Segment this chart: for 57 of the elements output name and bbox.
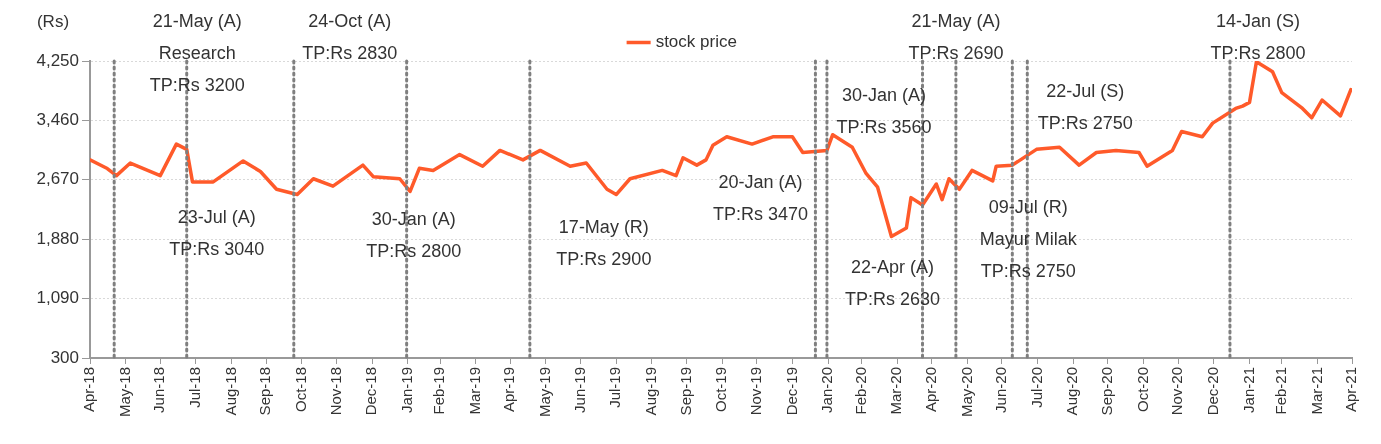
y-tick-label: 1,880 xyxy=(36,228,79,248)
x-tick-label: Apr-18 xyxy=(80,367,98,413)
x-tick-label: Jun-19 xyxy=(570,367,588,413)
x-tick-label: Jul-18 xyxy=(186,367,204,408)
x-tick-label: May-20 xyxy=(957,367,975,418)
x-tick-label: Oct-18 xyxy=(292,367,310,413)
ref-line-label: 14-Jan (S) TP:Rs 2800 xyxy=(1210,10,1306,63)
ref-line-label: 24-Oct (A) TP:Rs 2830 xyxy=(302,10,398,63)
y-tick-label: 300 xyxy=(50,347,79,367)
ref-line-label: 17-May (R) TP:Rs 2900 xyxy=(556,216,652,269)
x-tick-label: Jun-20 xyxy=(992,367,1010,413)
ref-line-label: 30-Jan (A) TP:Rs 2800 xyxy=(366,208,462,261)
x-tick-label: Jan-19 xyxy=(397,367,415,413)
ref-line-label: 21-May (A) Research TP:Rs 3200 xyxy=(149,10,245,95)
x-tick-label: Sep-18 xyxy=(256,367,274,416)
x-tick-label: Mar-21 xyxy=(1307,367,1325,415)
x-tick-label: Dec-20 xyxy=(1203,367,1221,416)
x-tick-label: Feb-20 xyxy=(851,367,869,415)
x-tick-label: Dec-18 xyxy=(362,367,380,416)
ref-line-label: 23-Jul (A) TP:Rs 3040 xyxy=(169,206,265,259)
x-tick-label: Mar-20 xyxy=(887,367,905,415)
legend-label: stock price xyxy=(655,32,737,52)
ref-line-label: 20-Jan (A) TP:Rs 3470 xyxy=(712,171,808,224)
y-axis-title: (Rs) xyxy=(36,11,70,31)
x-tick-label: Nov-18 xyxy=(326,367,344,416)
y-tick-label: 4,250 xyxy=(36,50,79,70)
ref-line-label: 22-Apr (A) TP:Rs 2630 xyxy=(844,256,941,309)
y-tick-label: 1,090 xyxy=(36,288,79,308)
x-tick-label: Dec-19 xyxy=(782,367,800,416)
x-tick-label: Jul-20 xyxy=(1027,367,1045,408)
x-tick-label: Mar-19 xyxy=(465,367,483,415)
x-tick-label: May-18 xyxy=(115,367,133,418)
x-tick-label: Sep-19 xyxy=(676,367,694,416)
x-tick-label: Apr-21 xyxy=(1342,367,1360,413)
x-tick-label: Nov-20 xyxy=(1168,367,1186,416)
ref-line-label: 22-Jul (S) TP:Rs 2750 xyxy=(1037,80,1133,133)
x-tick-label: Oct-20 xyxy=(1133,367,1151,413)
x-tick-label: Jan-21 xyxy=(1239,367,1257,413)
x-tick-label: Jul-19 xyxy=(606,367,624,408)
x-tick-label: May-19 xyxy=(536,367,554,418)
x-tick-label: Feb-19 xyxy=(430,367,448,415)
ref-line-label: 21-May (A) TP:Rs 2690 xyxy=(908,10,1004,63)
x-tick-label: Sep-20 xyxy=(1098,367,1116,416)
x-tick-label: Feb-21 xyxy=(1271,367,1289,415)
x-tick-label: Nov-19 xyxy=(746,367,764,416)
x-tick-label: Apr-20 xyxy=(921,367,939,413)
x-tick-label: Aug-19 xyxy=(642,367,660,416)
ref-line-label: 09-Jul (R) Mayur Milak TP:Rs 2750 xyxy=(979,196,1078,281)
ref-line-label: 30-Jan (A) TP:Rs 3560 xyxy=(836,84,932,137)
x-tick-label: Jun-18 xyxy=(150,367,168,413)
x-tick-label: Aug-20 xyxy=(1063,367,1081,416)
x-tick-label: Jan-20 xyxy=(818,367,836,413)
x-tick-label: Aug-18 xyxy=(221,367,239,416)
x-tick-label: Oct-19 xyxy=(712,367,730,413)
y-tick-label: 2,670 xyxy=(36,169,79,189)
y-tick-label: 3,460 xyxy=(36,110,79,130)
x-tick-label: Apr-19 xyxy=(500,367,518,413)
